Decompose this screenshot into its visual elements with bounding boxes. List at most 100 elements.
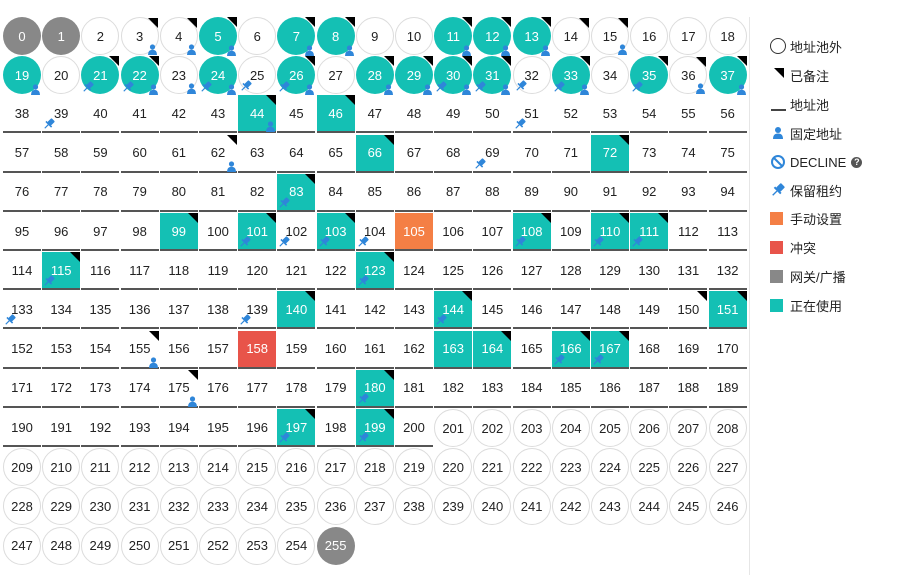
ip-cell-126[interactable]: 126 <box>473 252 512 291</box>
ip-cell-189[interactable]: 189 <box>708 370 747 408</box>
ip-cell-118[interactable]: 118 <box>159 252 198 291</box>
ip-cell-2[interactable]: 2 <box>81 17 120 55</box>
ip-cell-204[interactable]: 204 <box>551 409 590 447</box>
ip-cell-203[interactable]: 203 <box>512 409 551 447</box>
ip-cell-105[interactable]: 105 <box>395 213 433 251</box>
ip-cell-250[interactable]: 250 <box>120 526 159 565</box>
ip-cell-122[interactable]: 122 <box>316 252 355 291</box>
ip-cell-253[interactable]: 253 <box>238 526 277 565</box>
ip-cell-140[interactable]: 140 <box>277 291 316 330</box>
ip-cell-123[interactable]: 123 <box>355 252 394 291</box>
ip-cell-159[interactable]: 159 <box>277 331 316 369</box>
ip-cell-53[interactable]: 53 <box>591 95 629 134</box>
ip-cell-188[interactable]: 188 <box>669 370 708 408</box>
ip-cell-201[interactable]: 201 <box>434 409 473 447</box>
ip-cell-115[interactable]: 115 <box>42 252 81 291</box>
ip-cell-195[interactable]: 195 <box>199 409 237 447</box>
ip-cell-6[interactable]: 6 <box>238 17 277 55</box>
ip-cell-33[interactable]: 33 <box>551 56 590 96</box>
ip-cell-224[interactable]: 224 <box>591 448 629 487</box>
ip-cell-47[interactable]: 47 <box>355 95 394 134</box>
ip-cell-25[interactable]: 25 <box>238 56 277 95</box>
ip-cell-26[interactable]: 26 <box>277 56 316 96</box>
ip-cell-23[interactable]: 23 <box>159 56 198 95</box>
ip-cell-90[interactable]: 90 <box>551 174 590 212</box>
ip-cell-77[interactable]: 77 <box>42 174 81 212</box>
ip-cell-239[interactable]: 239 <box>434 487 473 526</box>
ip-cell-254[interactable]: 254 <box>277 526 316 565</box>
ip-cell-202[interactable]: 202 <box>473 409 512 447</box>
ip-cell-37[interactable]: 37 <box>708 56 747 96</box>
ip-cell-10[interactable]: 10 <box>395 17 433 55</box>
ip-cell-119[interactable]: 119 <box>199 252 237 291</box>
ip-cell-221[interactable]: 221 <box>473 448 512 487</box>
ip-cell-57[interactable]: 57 <box>3 135 41 173</box>
ip-cell-64[interactable]: 64 <box>277 135 316 173</box>
ip-cell-226[interactable]: 226 <box>669 448 708 487</box>
ip-cell-141[interactable]: 141 <box>316 291 355 330</box>
ip-cell-171[interactable]: 171 <box>3 370 41 408</box>
ip-cell-3[interactable]: 3 <box>120 17 159 55</box>
ip-cell-138[interactable]: 138 <box>199 291 237 330</box>
ip-cell-96[interactable]: 96 <box>42 213 81 251</box>
ip-cell-102[interactable]: 102 <box>277 213 316 251</box>
ip-cell-87[interactable]: 87 <box>434 174 473 212</box>
ip-cell-63[interactable]: 63 <box>238 135 277 173</box>
ip-cell-144[interactable]: 144 <box>434 291 473 330</box>
ip-cell-13[interactable]: 13 <box>512 17 551 56</box>
ip-cell-125[interactable]: 125 <box>434 252 473 291</box>
ip-cell-46[interactable]: 46 <box>316 95 355 134</box>
ip-cell-12[interactable]: 12 <box>473 17 512 56</box>
ip-cell-135[interactable]: 135 <box>81 291 120 330</box>
ip-cell-104[interactable]: 104 <box>355 213 394 251</box>
ip-cell-205[interactable]: 205 <box>591 409 629 447</box>
ip-cell-1[interactable]: 1 <box>42 17 81 55</box>
ip-cell-14[interactable]: 14 <box>551 17 590 55</box>
ip-cell-166[interactable]: 166 <box>551 330 590 369</box>
ip-cell-164[interactable]: 164 <box>473 330 512 369</box>
ip-cell-42[interactable]: 42 <box>159 95 198 134</box>
ip-cell-60[interactable]: 60 <box>120 135 159 173</box>
ip-cell-193[interactable]: 193 <box>120 409 159 447</box>
ip-cell-18[interactable]: 18 <box>708 17 747 55</box>
ip-cell-136[interactable]: 136 <box>120 291 159 330</box>
ip-cell-39[interactable]: 39 <box>42 95 81 134</box>
ip-cell-101[interactable]: 101 <box>238 213 277 251</box>
ip-cell-173[interactable]: 173 <box>81 370 120 408</box>
ip-cell-244[interactable]: 244 <box>630 487 669 526</box>
ip-cell-51[interactable]: 51 <box>512 95 551 134</box>
ip-cell-76[interactable]: 76 <box>3 174 41 212</box>
ip-cell-218[interactable]: 218 <box>355 448 394 487</box>
ip-cell-182[interactable]: 182 <box>434 370 473 408</box>
ip-cell-209[interactable]: 209 <box>3 448 41 487</box>
ip-cell-248[interactable]: 248 <box>42 526 81 565</box>
ip-cell-9[interactable]: 9 <box>355 17 394 55</box>
ip-cell-246[interactable]: 246 <box>708 487 747 526</box>
ip-cell-212[interactable]: 212 <box>120 448 159 487</box>
ip-cell-199[interactable]: 199 <box>355 409 394 447</box>
ip-cell-84[interactable]: 84 <box>316 174 355 212</box>
ip-cell-216[interactable]: 216 <box>277 448 316 487</box>
ip-cell-106[interactable]: 106 <box>434 213 473 251</box>
ip-cell-89[interactable]: 89 <box>512 174 551 212</box>
ip-cell-68[interactable]: 68 <box>434 135 473 173</box>
ip-cell-247[interactable]: 247 <box>3 526 41 565</box>
ip-cell-230[interactable]: 230 <box>81 487 120 526</box>
ip-cell-91[interactable]: 91 <box>591 174 629 212</box>
ip-cell-83[interactable]: 83 <box>277 173 316 212</box>
ip-cell-30[interactable]: 30 <box>434 56 473 96</box>
ip-cell-34[interactable]: 34 <box>591 56 629 95</box>
ip-cell-208[interactable]: 208 <box>708 409 747 447</box>
ip-cell-113[interactable]: 113 <box>708 213 747 251</box>
ip-cell-206[interactable]: 206 <box>630 409 669 447</box>
ip-cell-40[interactable]: 40 <box>81 95 120 134</box>
ip-cell-48[interactable]: 48 <box>395 95 433 134</box>
ip-cell-162[interactable]: 162 <box>395 331 433 369</box>
ip-cell-65[interactable]: 65 <box>316 135 355 173</box>
ip-cell-35[interactable]: 35 <box>630 56 669 95</box>
ip-cell-61[interactable]: 61 <box>159 135 198 173</box>
ip-cell-178[interactable]: 178 <box>277 370 316 408</box>
ip-cell-82[interactable]: 82 <box>238 174 277 212</box>
ip-cell-242[interactable]: 242 <box>551 487 590 526</box>
ip-cell-54[interactable]: 54 <box>630 95 669 134</box>
